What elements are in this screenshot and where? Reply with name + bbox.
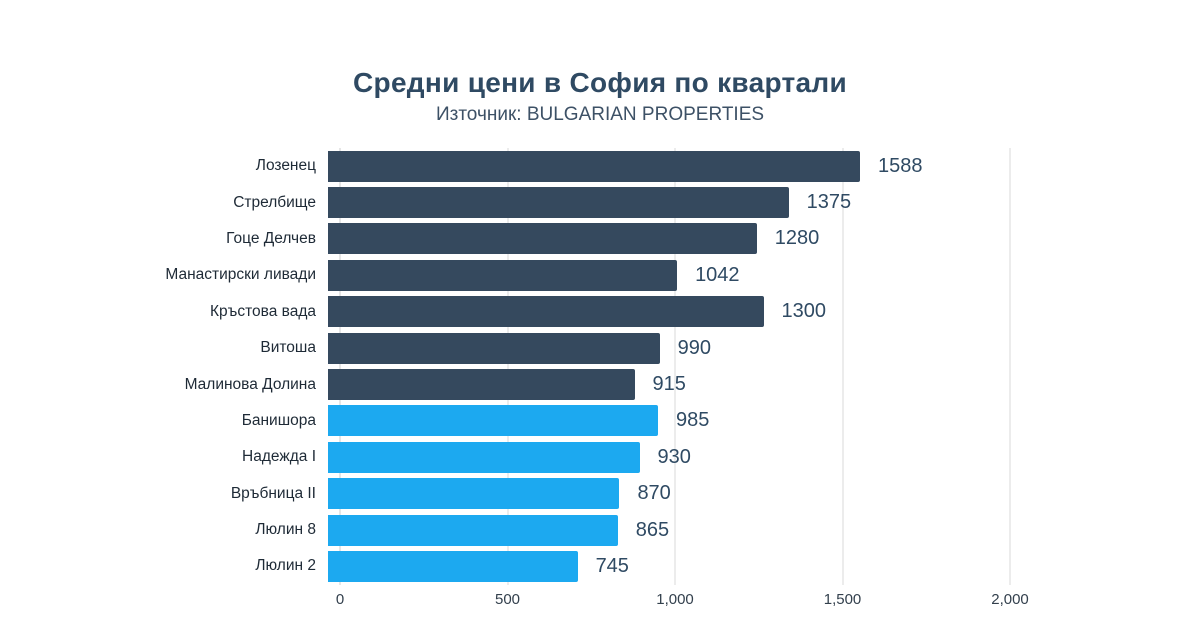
value-label: 745 bbox=[595, 554, 629, 577]
gridline bbox=[339, 148, 341, 585]
bar-area: 1280 bbox=[328, 221, 1188, 257]
bar bbox=[328, 332, 660, 364]
bar-rows: Лозенец 1588 Стрелбище 1375 Гоце Делчев 1280 М… bbox=[0, 148, 1200, 585]
value-label: 870 bbox=[637, 482, 671, 505]
bar-area: 865 bbox=[328, 512, 1188, 548]
category-label: Люлин 2 bbox=[255, 557, 316, 575]
x-axis: 0 500 1,000 1,500 2,000 bbox=[336, 591, 1029, 613]
bar-row: Стрелбище 1375 bbox=[0, 184, 1200, 220]
bar-row: Манастирски ливади 1042 bbox=[0, 257, 1200, 293]
x-tick-label: 1,000 bbox=[656, 591, 694, 608]
bar-area: 915 bbox=[328, 366, 1188, 402]
bar bbox=[328, 259, 678, 291]
value-label: 985 bbox=[675, 409, 710, 432]
bar-row: Връбница II 870 bbox=[0, 476, 1200, 512]
x-tick-label: 1,500 bbox=[823, 591, 862, 608]
bar-row: Надежда I 930 bbox=[0, 439, 1200, 475]
value-label: 990 bbox=[677, 336, 712, 359]
category-label: Малинова Долина bbox=[184, 375, 316, 393]
bar-row: Люлин 8 865 bbox=[0, 512, 1200, 548]
bar bbox=[328, 550, 578, 582]
x-tick-label: 500 bbox=[494, 591, 521, 608]
bar bbox=[328, 296, 764, 328]
bar-area: 870 bbox=[328, 476, 1188, 512]
bar-area: 1588 bbox=[328, 148, 1188, 184]
gridline bbox=[1009, 148, 1011, 585]
bar-area: 1300 bbox=[328, 294, 1188, 330]
grid-overlay bbox=[339, 148, 1011, 585]
bar-area: 985 bbox=[328, 403, 1188, 439]
bar-row: Витоша 990 bbox=[0, 330, 1200, 366]
bar bbox=[328, 441, 640, 473]
bar bbox=[328, 223, 757, 255]
category-label: Манастирски ливади bbox=[165, 266, 316, 284]
category-label: Стрелбище bbox=[233, 193, 316, 211]
bar bbox=[328, 369, 635, 401]
bar-area: 990 bbox=[328, 330, 1188, 366]
category-label: Витоша bbox=[260, 339, 316, 357]
bar bbox=[328, 514, 618, 546]
value-label: 1280 bbox=[774, 227, 820, 250]
value-label: 1042 bbox=[695, 263, 740, 286]
gridline bbox=[507, 148, 508, 585]
category-label: Лозенец bbox=[255, 157, 316, 175]
category-label: Връбница II bbox=[230, 484, 316, 502]
value-label: 915 bbox=[652, 373, 686, 396]
category-label: Кръстова вада bbox=[210, 302, 316, 320]
bar-area: 1042 bbox=[328, 257, 1188, 293]
x-tick-label: 2,000 bbox=[991, 591, 1029, 608]
value-label: 865 bbox=[635, 518, 670, 541]
x-tick-label: 0 bbox=[335, 591, 345, 608]
category-label: Надежда I bbox=[242, 448, 316, 466]
bar-row: Кръстова вада 1300 bbox=[0, 294, 1200, 330]
bar-area: 1375 bbox=[328, 184, 1188, 220]
gridline bbox=[674, 148, 676, 585]
bar-row: Люлин 2 745 bbox=[0, 548, 1200, 584]
bar bbox=[328, 478, 620, 510]
bar bbox=[328, 405, 658, 437]
value-label: 930 bbox=[657, 445, 691, 468]
value-label: 1375 bbox=[806, 191, 852, 214]
chart-title: Средни цени в София по квартали bbox=[353, 67, 847, 98]
bar-row: Гоце Делчев 1280 bbox=[0, 221, 1200, 257]
bar-area: 745 bbox=[328, 548, 1188, 584]
category-label: Гоце Делчев bbox=[226, 229, 316, 247]
chart-subtitle: Източник: BULGARIAN PROPERTIES bbox=[435, 104, 765, 125]
gridline bbox=[842, 148, 843, 585]
chart-header: Средни цени в София по квартали Източник… bbox=[0, 66, 1200, 128]
bar-row: Малинова Долина 915 bbox=[0, 366, 1200, 402]
bar-row: Банишора 985 bbox=[0, 403, 1200, 439]
value-label: 1300 bbox=[781, 300, 827, 323]
bar-chart: Лозенец 1588 Стрелбище 1375 Гоце Делчев 1280 М… bbox=[0, 148, 1200, 608]
category-label: Люлин 8 bbox=[255, 521, 316, 539]
bar-row: Лозенец 1588 bbox=[0, 148, 1200, 184]
bar bbox=[328, 187, 789, 219]
bar bbox=[328, 150, 860, 182]
value-label: 1588 bbox=[877, 154, 923, 177]
bar-area: 930 bbox=[328, 439, 1188, 475]
category-label: Банишора bbox=[241, 411, 316, 429]
